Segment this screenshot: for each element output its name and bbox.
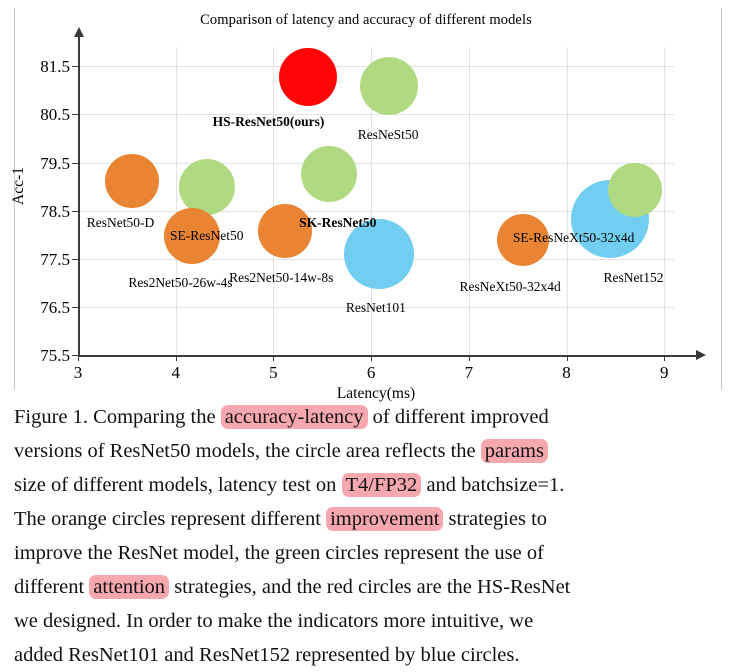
caption-line: size of different models, latency test o… bbox=[14, 468, 720, 502]
y-tick-label: 79.5 bbox=[40, 153, 70, 173]
column-rule-right bbox=[721, 8, 722, 390]
caption-text: strategies, and the red circles are the … bbox=[169, 576, 571, 598]
bubble-resnext50-32x4d[interactable] bbox=[496, 213, 549, 266]
caption-line: we designed. In order to make the indica… bbox=[14, 604, 720, 638]
caption-line: Figure 1. Comparing the accuracy-latency… bbox=[14, 400, 720, 434]
caption-line: The orange circles represent different i… bbox=[14, 502, 720, 536]
y-tick bbox=[72, 306, 78, 308]
point-label: ResNeXt50-32x4d bbox=[459, 278, 561, 294]
y-axis-label: Acc-1 bbox=[10, 167, 27, 205]
caption-line: added ResNet101 and ResNet152 represente… bbox=[14, 638, 720, 672]
gridline-vertical bbox=[273, 47, 275, 355]
caption-text: versions of ResNet50 models, the circle … bbox=[14, 440, 481, 462]
y-tick-label: 81.5 bbox=[40, 57, 70, 77]
caption-text: The orange circles represent different bbox=[14, 508, 327, 530]
x-tick bbox=[175, 355, 177, 361]
point-label: ResNet152 bbox=[603, 269, 664, 285]
x-tick bbox=[371, 355, 373, 361]
x-tick-label: 8 bbox=[562, 363, 571, 382]
y-tick-label: 78.5 bbox=[40, 201, 70, 221]
caption-text: added ResNet101 and ResNet152 represente… bbox=[14, 644, 520, 666]
caption-text: we designed. In order to make the indica… bbox=[14, 610, 534, 632]
bubble-resnet101[interactable] bbox=[343, 218, 414, 289]
x-tick bbox=[468, 355, 470, 361]
y-axis-line bbox=[78, 35, 80, 355]
x-tick-label: 5 bbox=[269, 363, 278, 382]
point-label: SE-ResNet50 bbox=[169, 227, 244, 243]
gridline-vertical bbox=[664, 47, 666, 355]
caption-text: improve the ResNet model, the green circ… bbox=[14, 542, 544, 564]
bubble-resnet50-d[interactable] bbox=[104, 154, 159, 209]
point-label: ResNet101 bbox=[345, 299, 406, 315]
x-tick-label: 6 bbox=[366, 363, 376, 382]
point-label: SK-ResNet50 bbox=[299, 214, 377, 230]
caption-highlight: attention bbox=[89, 575, 170, 599]
bubble-chart: Comparison of latency and accuracy of di… bbox=[10, 8, 722, 402]
y-tick bbox=[72, 114, 78, 116]
point-label: ResNeSt50 bbox=[357, 126, 419, 142]
y-tick bbox=[72, 210, 78, 212]
gridline-vertical bbox=[371, 47, 373, 355]
point-label: ResNet50-D bbox=[86, 215, 155, 231]
chart-title: Comparison of latency and accuracy of di… bbox=[200, 12, 532, 28]
caption-text: size of different models, latency test o… bbox=[14, 474, 342, 496]
x-tick-label: 3 bbox=[73, 363, 83, 382]
bubble-se-resnext50-32x4d[interactable] bbox=[607, 162, 662, 217]
caption-text: of different improved bbox=[367, 406, 549, 428]
caption-highlight: T4/FP32 bbox=[341, 473, 422, 497]
caption-text: Figure 1. Comparing the bbox=[14, 406, 221, 428]
caption-highlight: params bbox=[480, 439, 548, 463]
caption-line: versions of ResNet50 models, the circle … bbox=[14, 434, 720, 468]
y-tick-label: 80.5 bbox=[40, 105, 70, 125]
y-tick bbox=[72, 162, 78, 164]
point-label: HS-ResNet50(ours) bbox=[212, 113, 325, 129]
point-label: Res2Net50-26w-4s bbox=[128, 275, 233, 291]
caption-highlight: accuracy-latency bbox=[220, 405, 368, 429]
column-rule-left bbox=[14, 8, 15, 390]
x-tick-label: 9 bbox=[659, 363, 669, 382]
gridline-horizontal bbox=[78, 306, 674, 308]
bubble-resnest50[interactable] bbox=[359, 56, 418, 115]
y-tick bbox=[72, 66, 78, 68]
gridline-horizontal bbox=[78, 162, 674, 164]
x-tick-label: 4 bbox=[171, 363, 180, 382]
y-tick-label: 75.5 bbox=[40, 346, 70, 365]
bubble-hs-resnet50-ours[interactable] bbox=[278, 47, 337, 106]
bubble-sk-resnet50[interactable] bbox=[301, 145, 358, 202]
y-axis-arrow bbox=[74, 27, 84, 37]
caption-text: different bbox=[14, 576, 90, 598]
x-axis-arrow bbox=[696, 350, 706, 360]
caption-line: improve the ResNet model, the green circ… bbox=[14, 536, 720, 570]
bubble-res2net50-26w-4s[interactable] bbox=[164, 208, 221, 265]
plot-area: 75.5 76.5 77.5 78.5 79.5 80.5 81.5 3 4 5 6 7 8 9 HS-R… bbox=[10, 27, 706, 402]
gridline-vertical bbox=[566, 47, 568, 355]
gridline-horizontal bbox=[78, 210, 674, 212]
bubble-res2net50-14w-8s[interactable] bbox=[258, 203, 313, 258]
x-tick-label: 7 bbox=[464, 363, 474, 382]
x-tick bbox=[664, 355, 666, 361]
caption-text: strategies to bbox=[443, 508, 548, 530]
gridline-horizontal bbox=[78, 114, 674, 116]
x-tick bbox=[78, 355, 79, 361]
x-tick bbox=[566, 355, 568, 361]
point-label: Res2Net50-14w-8s bbox=[229, 269, 334, 285]
y-tick bbox=[72, 355, 78, 356]
x-axis-label: Latency(ms) bbox=[336, 385, 416, 402]
caption-highlight: improvement bbox=[326, 507, 444, 531]
x-tick bbox=[273, 355, 275, 361]
y-tick bbox=[72, 258, 78, 260]
y-tick-label: 76.5 bbox=[40, 297, 70, 317]
figure-caption: Figure 1. Comparing the accuracy-latency… bbox=[14, 400, 720, 672]
x-axis-line bbox=[78, 355, 698, 357]
caption-text: and batchsize=1. bbox=[421, 474, 565, 496]
bubble-se-resnet50[interactable] bbox=[178, 158, 235, 215]
point-label: SE-ResNeXt50-32x4d bbox=[512, 229, 635, 245]
y-tick-label: 77.5 bbox=[40, 249, 70, 269]
gridline-vertical bbox=[468, 47, 470, 355]
gridline-vertical bbox=[175, 47, 177, 355]
caption-line: different attention strategies, and the … bbox=[14, 570, 720, 604]
